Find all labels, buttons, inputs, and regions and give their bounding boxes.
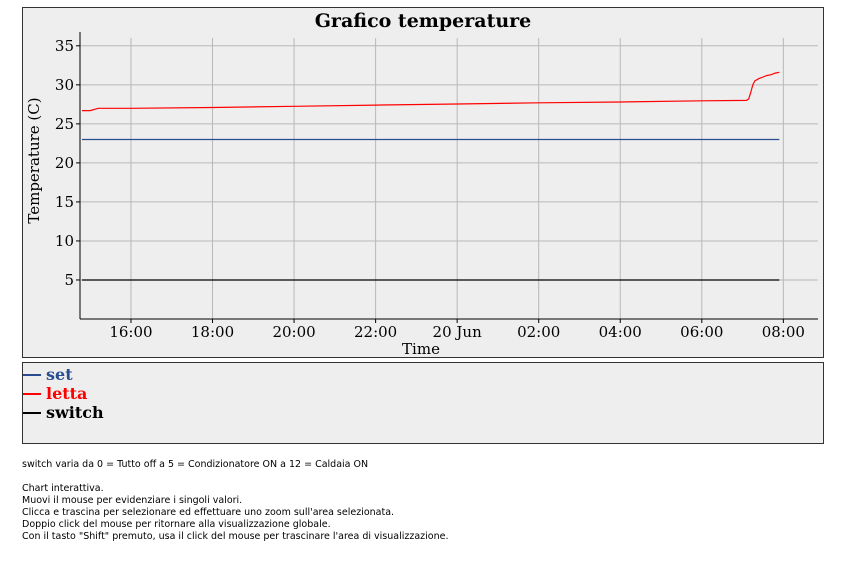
temperature-chart[interactable]: 5 10 15 20 25 30 35 16:00 18:00 20:00 22:00 20 Jun 0… <box>23 8 823 357</box>
legend-label: letta <box>46 384 88 403</box>
interactive-note: Chart interattiva. <box>22 483 104 494</box>
x-tick-label: 08:00 <box>762 323 805 341</box>
x-tick-label: 20 Jun <box>433 323 483 341</box>
legend-item-letta: letta <box>23 384 87 403</box>
x-tick-label: 04:00 <box>599 323 642 341</box>
y-tick-label: 20 <box>55 154 74 172</box>
legend-label: set <box>46 365 73 384</box>
legend-swatch <box>23 392 41 395</box>
y-tick-label: 35 <box>55 37 74 55</box>
chart-panel[interactable]: 5 10 15 20 25 30 35 16:00 18:00 20:00 22:00 20 Jun 0… <box>22 7 824 358</box>
x-tick-label: 06:00 <box>680 323 723 341</box>
pan-note: Con il tasto "Shift" premuto, usa il cli… <box>22 531 449 542</box>
switch-note: switch varia da 0 = Tutto off a 5 = Cond… <box>22 459 369 470</box>
hover-note: Muovi il mouse per evidenziare i singoli… <box>22 495 243 506</box>
x-axis-label: Time <box>402 340 440 357</box>
y-tick-label: 25 <box>55 115 74 133</box>
y-axis-label: Temperature (C) <box>25 97 43 223</box>
x-tick-label: 22:00 <box>354 323 397 341</box>
chart-title: Grafico temperature <box>315 10 532 32</box>
legend-swatch <box>23 373 41 376</box>
reset-note: Doppio click del mouse per ritornare all… <box>22 519 331 530</box>
legend-label: switch <box>46 403 104 422</box>
legend-item-set: set <box>23 365 73 384</box>
x-tick-label: 02:00 <box>517 323 560 341</box>
y-tick-label: 5 <box>64 271 74 289</box>
y-tick-label: 30 <box>55 76 74 94</box>
y-tick-label: 10 <box>55 232 74 250</box>
legend-item-switch: switch <box>23 403 104 422</box>
x-tick-label: 18:00 <box>191 323 234 341</box>
notes-section: switch varia da 0 = Tutto off a 5 = Cond… <box>22 459 822 543</box>
x-tick-label: 16:00 <box>109 323 152 341</box>
legend-swatch <box>23 411 41 414</box>
x-tick-label: 20:00 <box>272 323 315 341</box>
zoom-note: Clicca e trascina per selezionare ed eff… <box>22 507 395 518</box>
series-line-letta <box>82 71 780 112</box>
legend-panel: set letta switch <box>22 362 824 444</box>
y-tick-label: 15 <box>55 193 74 211</box>
